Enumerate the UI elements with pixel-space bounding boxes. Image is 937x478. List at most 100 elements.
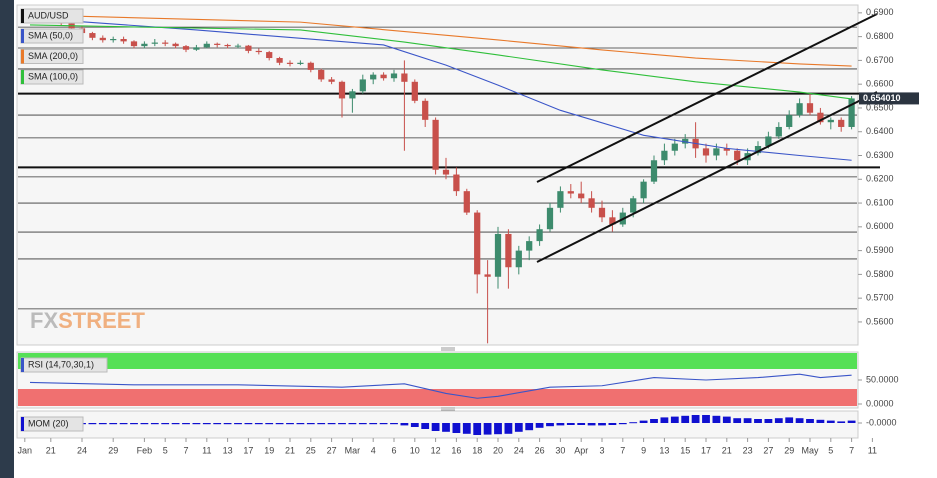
- mom-bar: [140, 423, 149, 425]
- candle-body: [671, 143, 678, 151]
- x-tick-label: 25: [306, 445, 316, 455]
- mom-bar: [88, 423, 97, 425]
- mom-bar: [442, 423, 450, 432]
- candle-body: [130, 41, 138, 47]
- mom-bar: [483, 423, 492, 435]
- candle-body: [172, 43, 179, 47]
- candle-body: [505, 233, 512, 268]
- mom-bar: [244, 423, 253, 425]
- candle-body: [848, 98, 855, 127]
- candle-body: [453, 174, 460, 192]
- mom-bar: [577, 423, 586, 425]
- mom-bar: [795, 418, 804, 423]
- mom-bar: [182, 423, 190, 425]
- channel-upper: [536, 13, 878, 183]
- x-tick-label: 29: [784, 445, 794, 455]
- x-tick-label: 24: [77, 445, 87, 455]
- x-tick-label: 7: [620, 445, 625, 455]
- watermark: FXSTREET: [30, 308, 145, 333]
- candle-body: [349, 91, 356, 99]
- candle-body: [120, 39, 127, 42]
- candle-body: [484, 274, 491, 277]
- candle-body: [630, 198, 637, 213]
- side-strip: [0, 0, 14, 478]
- rsi-tick-label: 50.0000: [866, 374, 899, 384]
- candle-body: [224, 44, 231, 47]
- candle-body: [474, 212, 481, 275]
- candle-body: [682, 138, 689, 144]
- legend-swatch: [21, 9, 24, 23]
- mom-bar: [826, 420, 835, 423]
- candle-body: [151, 42, 158, 44]
- candle-body: [214, 43, 221, 45]
- mom-bar: [306, 423, 315, 425]
- candle-body: [390, 73, 398, 79]
- candle-body: [422, 100, 429, 120]
- y-tick-label: 0.6900: [866, 7, 894, 17]
- mom-bar: [98, 423, 107, 425]
- candle-body: [99, 37, 106, 41]
- current-price-box: [859, 92, 919, 105]
- mom-bar: [816, 419, 825, 423]
- mom-bar: [504, 423, 513, 434]
- x-tick-label: 11: [868, 445, 877, 455]
- x-tick-label: 13: [659, 445, 669, 455]
- mom-bar: [629, 422, 638, 424]
- x-tick-label: 24: [514, 445, 524, 455]
- mom-bar: [754, 419, 762, 423]
- x-tick-label: 17: [243, 445, 253, 455]
- mom-bar: [410, 423, 419, 427]
- candle-body: [567, 191, 574, 194]
- candle-body: [827, 119, 834, 123]
- mom-bar: [618, 423, 627, 425]
- rsi-oversold-band: [18, 389, 857, 406]
- mom-bar: [473, 423, 482, 435]
- rsi-overbought-band: [18, 353, 857, 369]
- candle-body: [702, 148, 710, 156]
- x-tick-label: Mar: [345, 445, 361, 455]
- x-tick-label: 29: [108, 445, 118, 455]
- legend-label: AUD/USD: [28, 10, 69, 20]
- mom-bar: [587, 423, 596, 426]
- mom-bar: [202, 423, 211, 425]
- mom-bar: [327, 423, 336, 425]
- x-tick-label: 3: [599, 445, 604, 455]
- candle-body: [786, 115, 793, 127]
- candle-body: [817, 112, 824, 123]
- candle-body: [775, 126, 782, 137]
- candle-body: [276, 58, 283, 63]
- channel-lower: [536, 91, 878, 263]
- x-tick-label: 7: [849, 445, 854, 455]
- candle-body: [640, 181, 647, 199]
- candle-body: [338, 81, 346, 99]
- mom-bar: [296, 423, 305, 425]
- y-tick-label: 0.6000: [866, 221, 894, 231]
- candle-body: [328, 79, 335, 82]
- x-tick-label: 10: [410, 445, 420, 455]
- mom-bar: [150, 423, 159, 425]
- x-tick-label: 7: [183, 445, 188, 455]
- x-tick-label: 30: [555, 445, 565, 455]
- x-tick-label: 27: [327, 445, 337, 455]
- candle-body: [193, 47, 200, 50]
- candle-body: [234, 45, 242, 47]
- candle-body: [661, 150, 668, 161]
- mom-bar: [650, 419, 658, 423]
- mom-bar: [390, 423, 398, 425]
- mom-bar: [691, 415, 700, 423]
- mom-bar: [837, 421, 846, 423]
- mom-bar: [358, 423, 367, 425]
- candle-body: [380, 74, 387, 79]
- candle-body: [401, 73, 408, 82]
- candle-body: [307, 62, 314, 70]
- x-tick-label: May: [801, 445, 819, 455]
- x-tick-label: 26: [535, 445, 545, 455]
- candle-body: [359, 79, 366, 92]
- x-tick-label: Apr: [574, 445, 588, 455]
- candle-body: [203, 43, 210, 48]
- candle-body: [609, 217, 616, 225]
- y-tick-label: 0.5700: [866, 293, 894, 303]
- mom-bar: [348, 423, 357, 425]
- y-tick-label: 0.5600: [866, 316, 894, 326]
- mom-bar: [109, 423, 118, 425]
